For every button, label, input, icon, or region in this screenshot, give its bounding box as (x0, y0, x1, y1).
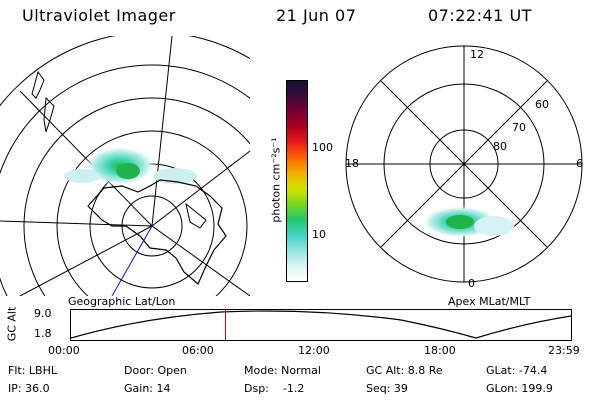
mlt-diagonal (380, 80, 548, 248)
satellite-track (111, 225, 153, 296)
altitude-trace (71, 310, 571, 339)
dsp-readout: Dsp: -1.2 (244, 382, 305, 395)
seq-readout: Seq: 39 (366, 382, 408, 395)
geographic-map (0, 36, 250, 296)
time-label: 07:22:41 UT (428, 6, 532, 25)
filter-readout: Flt: LBHL (8, 364, 57, 377)
colorbar-tick-10: 10 (312, 228, 326, 241)
mlt-label-12: 12 (470, 48, 484, 61)
continent-outline (185, 202, 207, 229)
timeline-y-tick-min: 1.8 (34, 327, 52, 340)
glat-readout: GLat: -74.4 (486, 364, 548, 377)
mlt-label-6: 6 (576, 157, 583, 170)
magnetic-polar-plot (345, 45, 583, 283)
coastline (31, 70, 45, 99)
altitude-timeline (70, 309, 572, 341)
timeline-x-tick-0000: 00:00 (48, 344, 80, 357)
gain-readout: Gain: 14 (124, 382, 171, 395)
meridian (19, 225, 153, 296)
door-readout: Door: Open (124, 364, 187, 377)
meridian (19, 90, 153, 227)
mlat-label-70: 70 (512, 121, 526, 134)
timeline-x-tick-0600: 06:00 (182, 344, 214, 357)
apex-caption: Apex MLat/MLT (448, 295, 531, 308)
lat-ring (56, 130, 248, 296)
geographic-caption: Geographic Lat/Lon (68, 295, 176, 308)
colorbar-unit-label: photon cm⁻²s⁻¹ (269, 137, 283, 223)
meridian (0, 220, 153, 227)
lat-ring (23, 97, 250, 296)
mlat-label-60: 60 (535, 98, 549, 111)
coastline (43, 96, 55, 133)
lat-ring (0, 64, 250, 296)
meridian (151, 150, 250, 227)
colorbar-gradient (287, 81, 307, 281)
timeline-x-tick-1800: 18:00 (424, 344, 456, 357)
altitude-curve (71, 310, 571, 339)
meridian (151, 225, 250, 296)
aurora-arc (474, 216, 514, 236)
mlat-label-80: 80 (493, 140, 507, 153)
app-title: Ultraviolet Imager (22, 6, 176, 25)
glon-readout: GLon: 199.9 (486, 382, 553, 395)
timeline-y-tick-max: 9.0 (34, 307, 52, 320)
aurora-core (446, 215, 474, 229)
colorbar (286, 80, 308, 282)
timeline-y-label: GC Alt (5, 306, 19, 342)
colorbar-tick-100: 100 (312, 141, 333, 154)
aurora-patch (64, 169, 100, 183)
continent-outline (87, 179, 227, 285)
mlt-label-18: 18 (345, 157, 359, 170)
gc-alt-readout: GC Alt: 8.8 Re (366, 364, 443, 377)
aurora-patch (116, 163, 140, 179)
timeline-x-tick-1200: 12:00 (298, 344, 330, 357)
mode-readout: Mode: Normal (244, 364, 321, 377)
current-time-marker (224, 310, 226, 340)
meridian (151, 36, 173, 227)
date-label: 21 Jun 07 (276, 6, 357, 25)
mlt-label-0: 0 (468, 277, 475, 290)
timeline-x-tick-2359: 23:59 (548, 344, 580, 357)
ip-readout: IP: 36.0 (8, 382, 50, 395)
